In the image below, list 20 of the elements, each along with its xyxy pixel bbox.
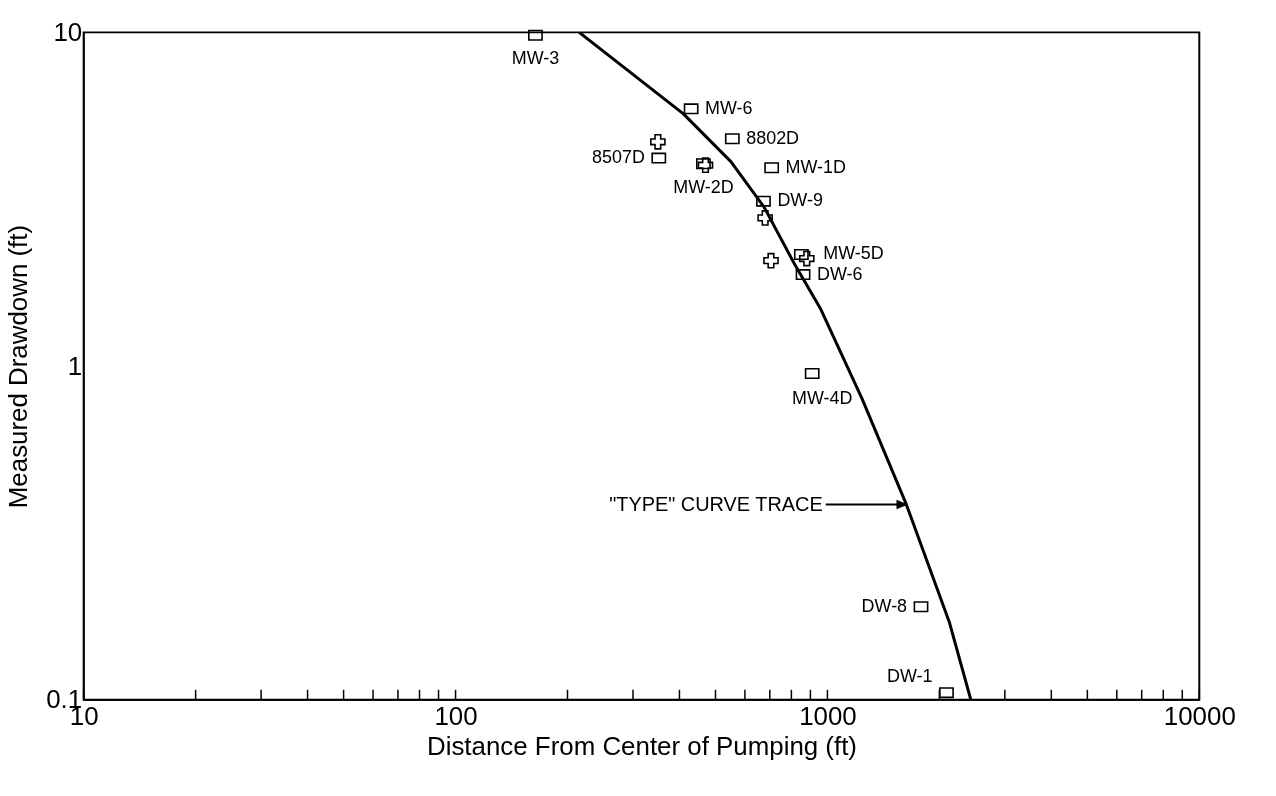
annotation: MW-4D [791,388,853,409]
x-tick-label: 100 [434,702,478,731]
annotation: MW-3 [511,48,560,69]
annotation: DW-1 [887,665,933,686]
y-axis-title: Measured Drawdown (ft) [4,224,33,509]
annotation: MW-6 [705,97,753,118]
annotation: 8507D [592,147,645,168]
annotation: DW-9 [777,190,823,211]
x-axis-title: Distance From Center of Pumping (ft) [427,732,857,761]
x-tick-label: 1000 [799,702,857,731]
annotation: MW-1D [785,156,847,177]
annotation: DW-8 [861,595,908,616]
x-tick-label: 10000 [1163,702,1236,731]
annotation: MW-5D [823,243,884,264]
annotation: DW-6 [817,263,863,284]
annotation: 8802D [746,127,800,148]
annotation: "TYPE" CURVE TRACE [609,492,823,515]
y-tick-label: 1 [67,351,83,380]
y-tick-label: 10 [53,17,83,46]
annotation: MW-2D [673,176,734,197]
